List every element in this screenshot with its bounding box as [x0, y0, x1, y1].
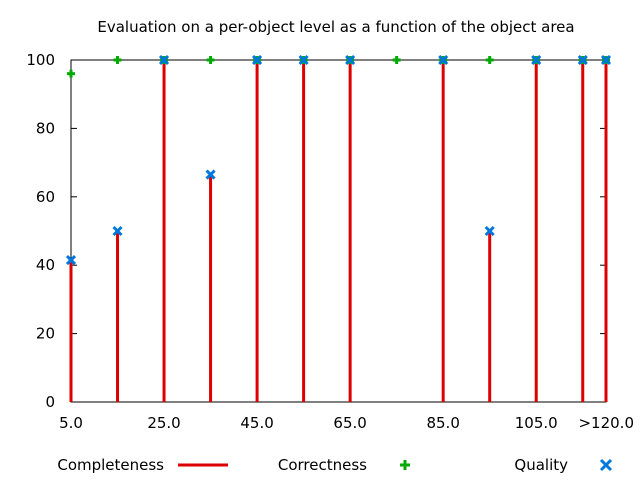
y-tick-label: 80	[36, 119, 55, 137]
correctness-point	[206, 56, 215, 64]
correctness-point	[392, 56, 401, 64]
correctness-point	[485, 56, 494, 64]
y-tick-label: 60	[36, 188, 55, 206]
x-tick-label: 105.0	[515, 414, 558, 432]
completeness-series	[69, 60, 608, 402]
x-tick-label: 65.0	[333, 414, 366, 432]
quality-point	[298, 54, 309, 66]
quality-point	[600, 54, 612, 66]
y-tick-label: 20	[36, 325, 55, 343]
plot-frame	[70, 59, 607, 403]
x-tick-label: 25.0	[147, 414, 180, 432]
x-tick-label: 45.0	[240, 414, 273, 432]
legend-marker-quality	[599, 458, 613, 472]
quality-point	[577, 54, 588, 66]
quality-point	[345, 54, 356, 66]
quality-series	[65, 54, 612, 266]
quality-point	[252, 54, 263, 66]
legend-label-completeness: Completeness	[57, 456, 164, 474]
x-tick-label: 5.0	[59, 414, 83, 432]
x-tick-label: 85.0	[426, 414, 459, 432]
chart-title: Evaluation on a per-object level as a fu…	[97, 18, 574, 36]
correctness-point	[113, 56, 122, 64]
legend: Completeness Correctness Quality	[57, 456, 613, 474]
quality-point	[205, 169, 216, 180]
legend-label-correctness: Correctness	[278, 456, 367, 474]
y-tick-label: 100	[26, 51, 55, 69]
correctness-point	[67, 69, 75, 78]
quality-point	[158, 54, 170, 66]
x-tick-label: >120.0	[578, 414, 634, 432]
legend-label-quality: Quality	[514, 456, 568, 474]
y-tick-label: 40	[36, 256, 55, 274]
legend-marker-correctness	[400, 460, 410, 470]
quality-point	[484, 225, 495, 237]
quality-point	[112, 225, 123, 237]
quality-point	[531, 54, 542, 66]
correctness-series	[67, 56, 610, 78]
axes: 0 20 40 60 80 100 5.0 25.0 45.0 65.0 85.0 105.0 >120…	[26, 51, 634, 432]
y-tick-label: 0	[45, 393, 55, 411]
quality-point	[438, 54, 449, 66]
quality-point	[65, 255, 77, 266]
